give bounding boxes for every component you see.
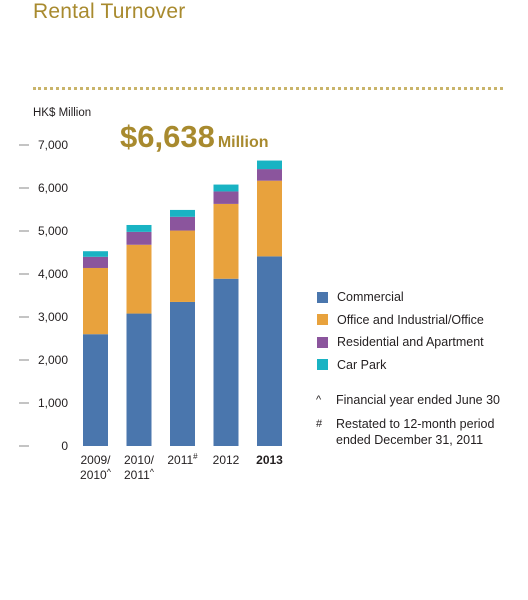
- bar-segment: [257, 180, 282, 257]
- bar-segment: [170, 216, 195, 231]
- y-tick-label: 2,000: [38, 353, 68, 367]
- legend-label: Residential and Apartment: [337, 335, 484, 350]
- x-tick-label-line: 2010: [80, 468, 107, 482]
- bar-segment: [213, 184, 239, 192]
- bar-segment: [170, 230, 195, 302]
- legend-label: Commercial: [337, 290, 404, 305]
- legend-swatch: [317, 291, 328, 303]
- bar-segment: [126, 313, 152, 446]
- footnote-caret: ^ Financial year ended June 30: [316, 392, 526, 408]
- y-tick-label: 5,000: [38, 224, 68, 238]
- x-tick-label-line: 2011: [124, 468, 150, 482]
- legend: Commercial Office and Industrial/Office Re…: [317, 286, 484, 376]
- x-tick-label: 2009/: [80, 453, 111, 467]
- total-highlight: $6,638 Million: [120, 119, 268, 155]
- chart-title: Rental Turnover: [33, 0, 186, 23]
- y-tick-label: 1,000: [38, 396, 68, 410]
- bar-segment: [126, 244, 152, 314]
- dotted-divider: [33, 87, 503, 90]
- footnote-symbol: #: [316, 418, 323, 430]
- x-tick-superscript: ^: [107, 467, 112, 477]
- x-tick-label: 2010^: [80, 467, 112, 482]
- bar-segment: [170, 209, 195, 217]
- legend-swatch: [317, 359, 328, 371]
- y-tick-label: 3,000: [38, 310, 68, 324]
- legend-item: Residential and Apartment: [317, 331, 484, 354]
- x-tick-label-line: 2013: [256, 453, 283, 467]
- legend-swatch: [317, 314, 328, 326]
- total-unit: Million: [217, 134, 269, 151]
- y-tick-label: 4,000: [38, 267, 68, 281]
- bar-segment: [83, 267, 108, 335]
- bar-segment: [83, 334, 108, 446]
- x-tick-label-line: 2009/: [80, 453, 111, 467]
- x-tick-label: 2010/: [124, 453, 155, 467]
- x-tick-label: 2011^: [124, 467, 155, 482]
- legend-item: Office and Industrial/Office: [317, 309, 484, 332]
- bar-segment: [213, 191, 239, 204]
- bar-segment: [213, 278, 239, 446]
- y-tick-label: 7,000: [38, 138, 68, 152]
- bar-segment: [257, 256, 282, 446]
- bar-segment: [257, 160, 282, 170]
- y-axis-unit-label: HK$ Million: [33, 107, 92, 119]
- bar-segment: [170, 301, 195, 446]
- x-tick-label: 2012: [213, 453, 240, 467]
- footnote-text: Financial year ended June 30: [336, 393, 501, 407]
- legend-item: Commercial: [317, 286, 484, 309]
- legend-label: Car Park: [337, 357, 387, 372]
- footnote-hash: # Restated to 12-month period ended Dece…: [316, 416, 526, 448]
- x-tick-label-line: 2010/: [124, 453, 155, 467]
- x-tick-label: 2011#: [167, 452, 198, 467]
- footnote-symbol: ^: [316, 394, 322, 406]
- footnote-text: Restated to 12-month period ended Decemb…: [336, 417, 495, 447]
- bar-segment: [257, 169, 282, 181]
- footnotes: ^ Financial year ended June 30 # Restate…: [316, 392, 526, 456]
- bar-segment: [83, 251, 108, 257]
- legend-item: Car Park: [317, 354, 484, 377]
- total-amount: $6,638: [120, 119, 215, 154]
- bar-segment: [83, 256, 108, 268]
- x-tick-superscript: #: [193, 452, 198, 461]
- y-tick-label: 6,000: [38, 181, 68, 195]
- x-tick-label-line: 2011: [167, 453, 193, 467]
- bar-segment: [213, 203, 239, 279]
- x-tick-label: 2013: [256, 453, 283, 467]
- legend-swatch: [317, 336, 328, 348]
- bar-segment: [126, 231, 152, 245]
- x-tick-superscript: ^: [150, 467, 155, 477]
- y-tick-label: 0: [61, 439, 68, 453]
- x-tick-label-line: 2012: [213, 453, 240, 467]
- bar-segment: [126, 224, 152, 232]
- legend-label: Office and Industrial/Office: [337, 312, 484, 327]
